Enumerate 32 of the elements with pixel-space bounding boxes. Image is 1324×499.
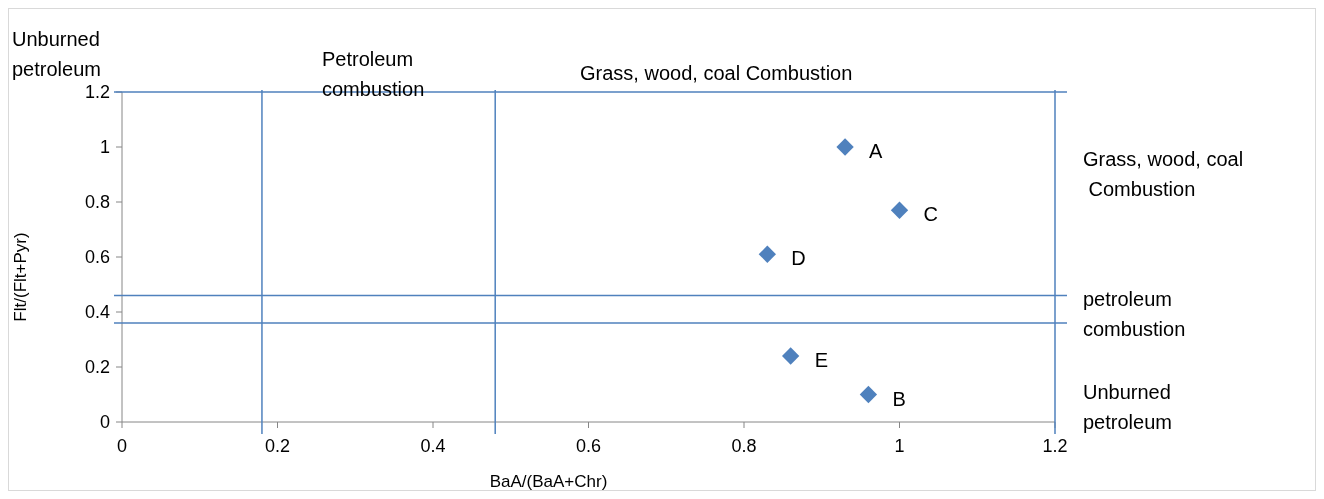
x-tick-label: 1.2 (1042, 436, 1068, 456)
y-tick-label: 0.8 (84, 192, 110, 212)
annotation: B (892, 387, 906, 410)
point (890, 201, 909, 219)
point (836, 138, 854, 156)
y-tick-label: 0.6 (84, 247, 110, 267)
y-tick-label: 1 (99, 137, 110, 157)
point (758, 245, 776, 263)
text: Unburned petroleum (12, 28, 101, 80)
y-tick-label: 0 (99, 412, 110, 432)
y-axis-title: Flt/(Flt+Pyr) (11, 232, 30, 322)
annotation: C (923, 203, 938, 226)
annotation: A (869, 140, 884, 162)
y-tick-label: 0.2 (84, 357, 110, 377)
text: Grass, wood, coal Combustion (1083, 148, 1244, 200)
y-tick-label: 1.2 (84, 82, 110, 102)
x-tick-label: 0 (116, 436, 128, 456)
annotation: D (791, 247, 806, 270)
x-tick-label: 0.4 (420, 436, 446, 456)
text: Unburned petroleum (1083, 381, 1172, 433)
x-tick-label: 0.8 (731, 436, 757, 456)
annotation: E (814, 349, 828, 371)
point (781, 347, 800, 365)
x-axis-title: BaA/(BaA+Chr) (489, 472, 608, 491)
text: petroleum combustion (1083, 288, 1186, 340)
point (859, 385, 878, 404)
text: Grass, wood, coal Combustion (580, 62, 853, 84)
x-tick-label: 1 (894, 436, 905, 456)
annotation: Petroleum combustion (322, 48, 425, 100)
x-tick-label: 0.6 (575, 436, 602, 456)
y-tick-label: 0.4 (84, 302, 110, 322)
x-tick-label: 0.2 (264, 436, 291, 456)
